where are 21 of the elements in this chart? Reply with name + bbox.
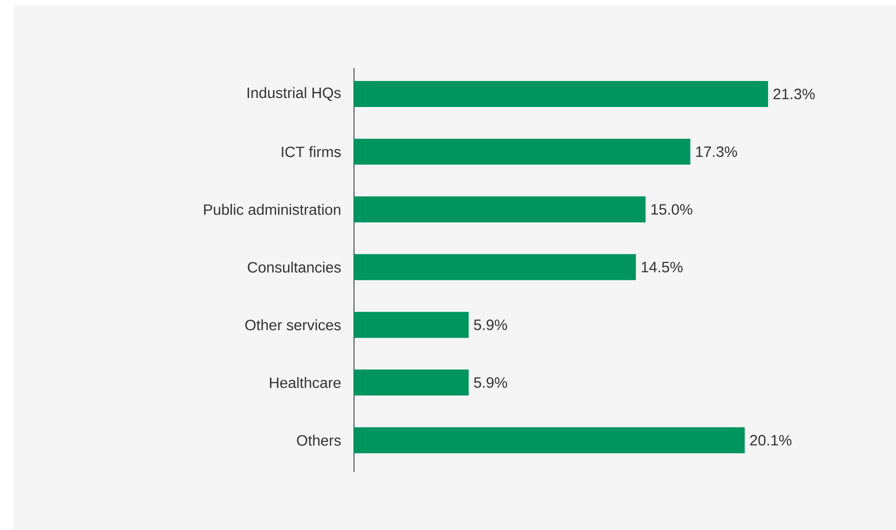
y-tick-label: Consultancies [248, 262, 341, 273]
data-label: 15.0% [651, 204, 692, 215]
y-tick-label: Industrial HQs [248, 87, 341, 101]
y-tick-label: Public administration [204, 204, 340, 215]
y-tick-label: ICT firms [282, 146, 341, 158]
bar [354, 427, 745, 454]
bar [354, 196, 646, 222]
data-label: 14.5% [642, 262, 683, 272]
bar [354, 80, 768, 107]
bar [354, 312, 469, 338]
y-tick-label: Other services [245, 319, 341, 330]
data-label: 17.3% [696, 146, 738, 157]
bar [354, 138, 690, 165]
data-label: 5.9% [474, 320, 508, 330]
data-label: 5.9% [474, 377, 508, 388]
y-tick-label: Healthcare [270, 377, 341, 388]
data-label: 21.3% [774, 88, 815, 100]
y-tick-label: Others [296, 434, 341, 446]
bar [354, 370, 469, 396]
bar [354, 254, 636, 280]
data-label: 20.1% [750, 434, 792, 446]
